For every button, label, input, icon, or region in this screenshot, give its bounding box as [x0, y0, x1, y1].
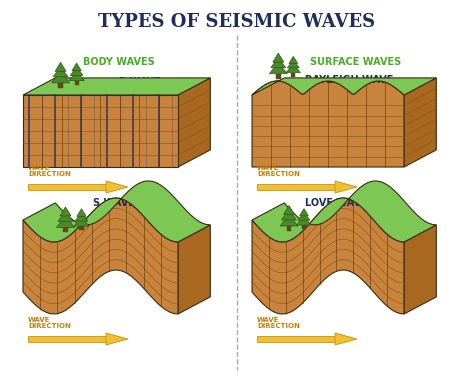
Polygon shape — [58, 83, 63, 88]
Polygon shape — [335, 181, 357, 193]
Polygon shape — [276, 74, 281, 79]
Polygon shape — [70, 67, 83, 75]
Text: LOVE WAVE: LOVE WAVE — [305, 198, 368, 208]
Text: SURFACE WAVES: SURFACE WAVES — [310, 57, 401, 67]
Polygon shape — [302, 225, 306, 229]
Polygon shape — [273, 53, 284, 62]
Polygon shape — [282, 210, 296, 220]
Polygon shape — [252, 181, 436, 242]
Polygon shape — [269, 63, 287, 74]
Polygon shape — [298, 212, 310, 220]
Polygon shape — [252, 198, 404, 314]
Polygon shape — [23, 78, 210, 95]
Text: TYPES OF SEISMIC WAVES: TYPES OF SEISMIC WAVES — [99, 13, 375, 31]
Polygon shape — [300, 208, 309, 216]
Polygon shape — [404, 225, 436, 314]
Polygon shape — [252, 78, 436, 95]
Polygon shape — [52, 72, 70, 83]
Text: WAVE
DIRECTION: WAVE DIRECTION — [257, 164, 300, 177]
Polygon shape — [287, 226, 292, 231]
Polygon shape — [56, 216, 74, 227]
Polygon shape — [271, 58, 286, 68]
Text: BODY WAVES: BODY WAVES — [82, 57, 155, 67]
Polygon shape — [289, 56, 298, 64]
Polygon shape — [257, 184, 335, 190]
Polygon shape — [404, 78, 436, 167]
Polygon shape — [106, 181, 128, 193]
Polygon shape — [55, 62, 66, 71]
Polygon shape — [178, 78, 210, 167]
Polygon shape — [287, 60, 299, 68]
Polygon shape — [335, 333, 357, 345]
Polygon shape — [74, 217, 89, 226]
Polygon shape — [178, 225, 210, 314]
Polygon shape — [74, 81, 79, 85]
Polygon shape — [297, 216, 311, 225]
Polygon shape — [23, 95, 178, 167]
Polygon shape — [28, 184, 106, 190]
Polygon shape — [77, 209, 86, 216]
Polygon shape — [280, 215, 298, 226]
Polygon shape — [23, 181, 210, 242]
Polygon shape — [60, 207, 71, 216]
Polygon shape — [106, 333, 128, 345]
Polygon shape — [75, 213, 88, 221]
Text: WAVE
DIRECTION: WAVE DIRECTION — [28, 316, 71, 329]
Polygon shape — [53, 67, 68, 77]
Polygon shape — [283, 205, 294, 215]
Polygon shape — [28, 336, 106, 342]
Polygon shape — [72, 63, 81, 71]
Polygon shape — [292, 73, 295, 77]
Polygon shape — [63, 227, 68, 232]
Text: WAVE
DIRECTION: WAVE DIRECTION — [257, 316, 300, 329]
Text: P WAVE: P WAVE — [119, 77, 161, 87]
Text: RAYLEIGH WAVE: RAYLEIGH WAVE — [305, 75, 393, 85]
Polygon shape — [23, 198, 178, 314]
Polygon shape — [252, 81, 404, 167]
Polygon shape — [80, 226, 83, 230]
Text: S WAVE: S WAVE — [93, 198, 135, 208]
Text: WAVE
DIRECTION: WAVE DIRECTION — [28, 164, 71, 177]
Polygon shape — [286, 64, 301, 73]
Polygon shape — [257, 336, 335, 342]
Polygon shape — [58, 211, 73, 221]
Polygon shape — [69, 71, 84, 81]
